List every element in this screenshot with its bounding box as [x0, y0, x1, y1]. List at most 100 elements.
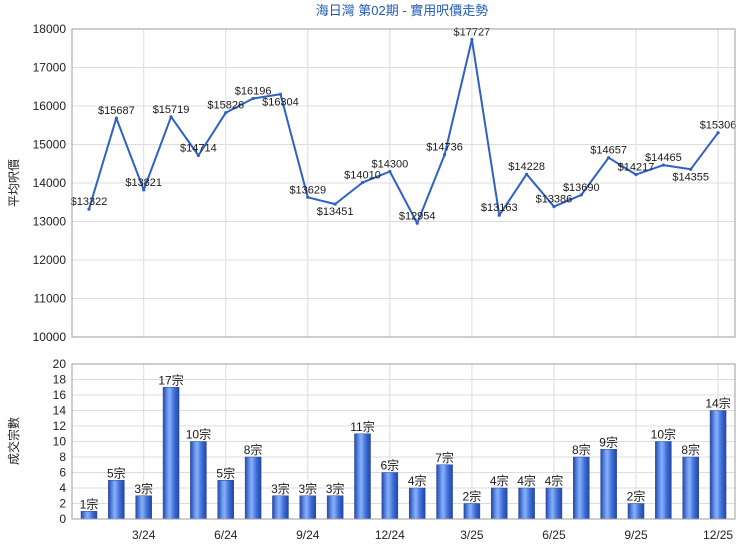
price-plot: 10000 11000 12000 13000 14000 15000 16000 17000… [33, 22, 737, 344]
y-tick-label: 0 [59, 512, 66, 526]
price-point [552, 205, 556, 209]
price-point [360, 181, 365, 185]
volume-data-label: 5宗 [216, 465, 235, 480]
price-point [661, 163, 665, 167]
volume-bar [272, 495, 289, 520]
x-axis: 3/24 6/24 9/24 12/24 3/25 6/25 9/25 12/25 [132, 528, 733, 542]
volume-bar [244, 456, 262, 520]
volume-bar [408, 487, 426, 520]
y-tick-label: 16 [53, 388, 67, 402]
volume-bar [682, 456, 699, 520]
volume-data-label: 10宗 [651, 427, 676, 442]
volume-bar [545, 487, 563, 520]
volume-data-label: 4宗 [408, 473, 427, 488]
volume-data-label: 3宗 [134, 481, 153, 496]
price-data-label: $14010 [344, 170, 381, 182]
volume-bar [108, 480, 125, 520]
price-point [634, 173, 638, 177]
volume-bar [600, 449, 617, 520]
volume-bar [655, 441, 672, 520]
volume-data-label: 4宗 [490, 473, 509, 488]
price-data-label: $13690 [563, 182, 600, 194]
volume-bar [326, 495, 344, 520]
y-tick-label: 16000 [33, 99, 67, 113]
volume-data-label: 2宗 [463, 489, 482, 504]
volume-bar [162, 387, 180, 520]
y-tick-label: 12 [53, 419, 67, 433]
y-tick-label: 18000 [33, 22, 67, 36]
price-data-label: $15687 [98, 105, 135, 117]
y-tick-label: 6 [59, 466, 66, 480]
price-data-label: $13322 [71, 196, 108, 208]
chart-title: 海日灣 第02期 - 實用呎價走勢 [316, 3, 489, 18]
price-data-label: $13629 [289, 184, 326, 196]
price-point [607, 156, 611, 160]
y-tick-label: 2 [59, 497, 66, 511]
volume-data-label: 4宗 [545, 473, 564, 488]
price-data-label: $14465 [645, 152, 682, 164]
volume-data-label: 11宗 [350, 419, 374, 434]
price-point [689, 167, 693, 171]
y-tick-label: 10000 [33, 330, 67, 344]
volume-data-label: 14宗 [705, 396, 730, 411]
plot-frame [71, 28, 736, 338]
y-tick-label: 8 [59, 450, 66, 464]
price-data-label: $15826 [207, 100, 244, 112]
price-data-label: $14657 [590, 145, 627, 157]
x-tick-label: 12/24 [375, 528, 405, 542]
volume-data-label: 3宗 [326, 481, 345, 496]
volume-axis-title: 成交宗數 [6, 417, 21, 465]
volume-data-label: 8宗 [572, 442, 591, 457]
price-data-label: $13163 [481, 202, 518, 214]
volume-bar [709, 410, 727, 520]
price-point [388, 169, 392, 174]
x-tick-label: 3/24 [132, 528, 156, 542]
price-data-label: $14300 [371, 158, 408, 170]
volume-bar [354, 433, 371, 520]
volume-data-label: 7宗 [435, 450, 454, 465]
price-data-label: $14217 [618, 162, 655, 174]
volume-data-label: 3宗 [298, 481, 317, 496]
volume-bar [381, 472, 399, 520]
x-tick-label: 6/25 [542, 528, 566, 542]
price-point [442, 153, 447, 157]
volume-bar [135, 495, 152, 520]
price-data-label: $15719 [153, 104, 190, 116]
volume-data-label: 3宗 [271, 481, 290, 496]
volume-data-label: 8宗 [244, 442, 263, 457]
price-point [114, 116, 118, 120]
price-point [142, 188, 146, 192]
price-axis-title: 平均呎價 [7, 159, 21, 207]
price-data-label: $15306 [700, 120, 737, 132]
volume-bar [436, 464, 453, 520]
volume-data-label: 5宗 [107, 465, 126, 480]
volume-data-label: 6宗 [381, 458, 400, 473]
price-point [579, 193, 583, 197]
price-data-label: $16196 [235, 85, 272, 97]
price-point [278, 92, 283, 96]
x-tick-label: 9/25 [624, 528, 648, 542]
volume-bar [80, 511, 98, 520]
volume-bar [627, 503, 645, 520]
x-tick-label: 6/24 [214, 528, 238, 542]
price-point [87, 207, 91, 211]
y-tick-label: 20 [53, 357, 67, 371]
y-tick-label: 13000 [33, 215, 67, 229]
plot-frame [71, 363, 736, 520]
x-tick-label: 12/25 [703, 528, 733, 542]
price-data-label: $13451 [317, 206, 354, 218]
y-tick-label: 11000 [34, 292, 67, 306]
price-data-label: $14736 [426, 142, 463, 154]
price-data-label: $14714 [180, 143, 217, 155]
y-tick-label: 12000 [33, 253, 67, 267]
y-tick-label: 17000 [33, 61, 67, 75]
y-tick-label: 4 [59, 481, 66, 495]
price-point [497, 213, 501, 217]
price-data-label: $13386 [536, 194, 573, 206]
price-data-label: $16304 [262, 96, 299, 108]
volume-data-label: 1宗 [80, 496, 99, 511]
price-point [169, 115, 173, 119]
volume-data-label: 4宗 [517, 473, 536, 488]
volume-data-label: 8宗 [681, 442, 700, 457]
